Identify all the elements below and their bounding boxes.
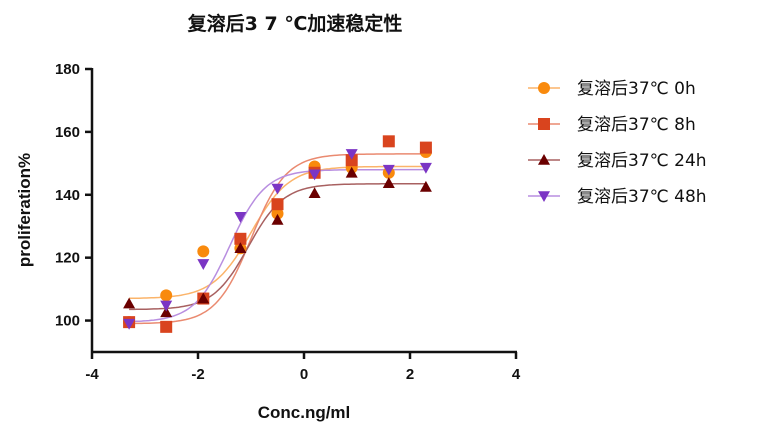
data-point-s3-8 <box>419 162 432 174</box>
data-point-s1-4 <box>271 198 284 211</box>
data-points <box>123 135 432 333</box>
y-tick-label: 100 <box>55 313 80 330</box>
y-tick-label: 140 <box>55 187 80 204</box>
y-axis-label: proliferation% <box>15 153 34 267</box>
fit-curve-3 <box>129 168 426 323</box>
data-point-s3-1 <box>160 300 173 312</box>
x-tick-label: 2 <box>406 366 414 383</box>
data-point-s1-8 <box>419 141 432 154</box>
data-point-s1-7 <box>382 135 395 148</box>
legend-marker-1 <box>538 118 550 130</box>
data-point-s2-6 <box>345 166 358 178</box>
data-point-s3-5 <box>308 169 321 181</box>
x-tick-label: -2 <box>191 366 204 383</box>
fit-curves <box>129 153 426 325</box>
y-tick-label: 120 <box>55 250 80 267</box>
data-point-s3-0 <box>123 318 136 330</box>
legend-label: 复溶后37℃ 8h <box>577 115 696 135</box>
legend-marker-0 <box>538 82 550 94</box>
data-point-s0-4 <box>271 207 284 220</box>
legend-label: 复溶后37℃ 48h <box>577 187 707 207</box>
data-point-s3-2 <box>197 259 210 270</box>
legend-label: 复溶后37℃ 0h <box>577 79 696 99</box>
x-axis-label: Conc.ng/ml <box>258 403 351 422</box>
legend-marker-2 <box>538 154 550 165</box>
axes: 100 120 140 160 180 -4 -2 0 2 4 <box>55 61 521 383</box>
data-point-s1-1 <box>160 320 173 333</box>
data-point-s2-2 <box>197 292 210 304</box>
data-point-s2-1 <box>160 306 173 318</box>
legend: 复溶后37℃ 0h 复溶后37℃ 8h 复溶后37℃ 24h 复溶后37℃ 48h <box>528 79 707 207</box>
data-point-s2-3 <box>234 242 247 254</box>
data-point-s2-4 <box>271 213 284 225</box>
data-point-s2-5 <box>308 187 321 199</box>
data-point-s1-6 <box>345 154 358 167</box>
data-point-s1-3 <box>234 232 247 245</box>
x-tick-label: -4 <box>85 366 99 383</box>
x-tick-label: 0 <box>300 366 308 383</box>
data-point-s3-3 <box>234 211 247 223</box>
data-point-s0-2 <box>197 245 210 258</box>
y-tick-label: 180 <box>55 61 80 78</box>
data-point-s2-8 <box>419 180 432 192</box>
data-point-s3-6 <box>345 149 358 160</box>
data-point-s3-7 <box>382 164 395 176</box>
chart-title: 复溶后3 7 ℃加速稳定性 <box>187 12 403 35</box>
legend-label: 复溶后37℃ 24h <box>577 151 707 171</box>
y-tick-label: 160 <box>55 124 80 141</box>
data-point-s2-0 <box>123 297 136 309</box>
legend-marker-3 <box>538 191 550 202</box>
data-point-s2-7 <box>382 177 395 188</box>
data-point-s3-4 <box>271 183 284 195</box>
x-tick-label: 4 <box>512 366 521 383</box>
data-point-s0-1 <box>160 289 173 302</box>
